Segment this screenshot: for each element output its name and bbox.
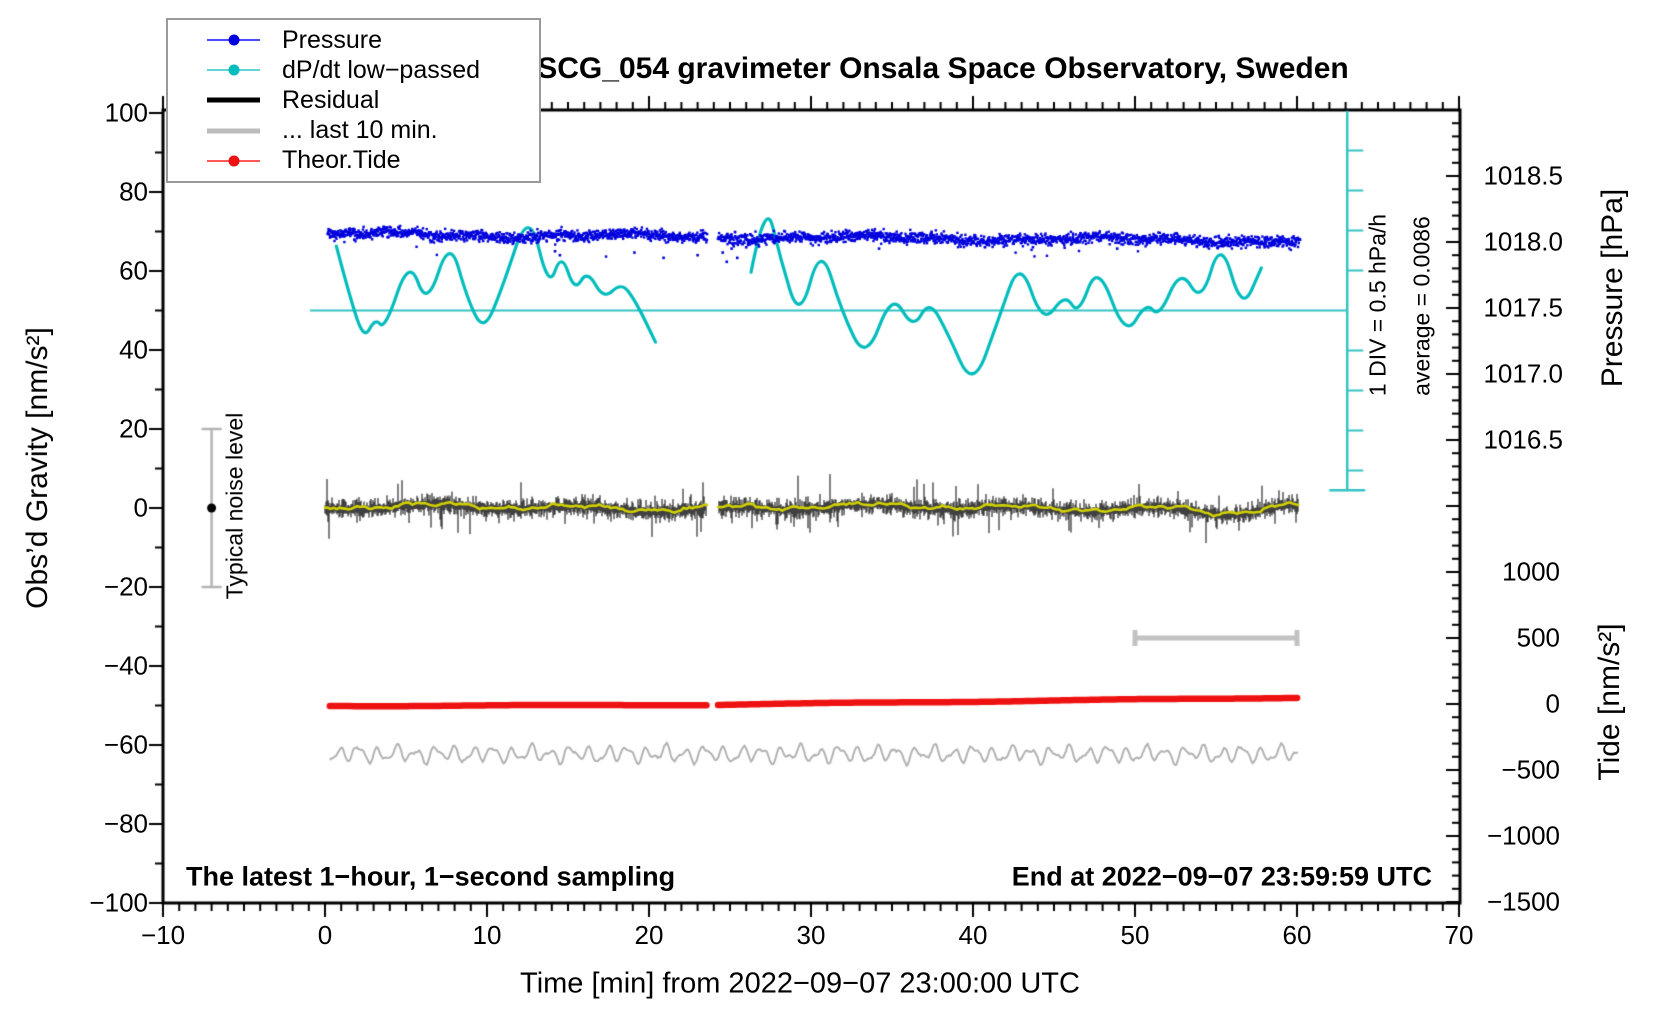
sampling-note: The latest 1−hour, 1−second sampling bbox=[186, 861, 676, 892]
gravity-tick-label: 100 bbox=[104, 97, 148, 128]
gravity-tick-label: 20 bbox=[119, 413, 148, 444]
legend-dot-marker bbox=[228, 34, 239, 46]
pressure-tick-label: 1018.0 bbox=[1483, 226, 1563, 257]
gravity-tick-label: 60 bbox=[119, 255, 148, 286]
pressure-tick-label: 1016.5 bbox=[1483, 424, 1563, 455]
tide-tick-label: −1000 bbox=[1486, 820, 1560, 851]
legend-item--last-10-min-: ... last 10 min. bbox=[168, 116, 539, 145]
legend-item-label: dP/dt low−passed bbox=[282, 55, 481, 84]
legend-item-residual: Residual bbox=[168, 86, 539, 114]
legend-dot-marker bbox=[228, 64, 239, 76]
gravity-tick-label: −80 bbox=[103, 808, 148, 839]
legend-line-sample bbox=[207, 149, 260, 173]
x-tick-label: 70 bbox=[1444, 920, 1474, 950]
tide-tick-label: −1500 bbox=[1486, 886, 1560, 917]
plot-legend: Pressure dP/dt low−passed Residual... last… bbox=[166, 18, 541, 183]
gravity-tick-label: 0 bbox=[133, 492, 148, 523]
gravity-tick-label: 40 bbox=[119, 334, 148, 365]
gravity-axis-title: Obs’d Gravity [nm/s²] bbox=[21, 327, 54, 609]
x-tick-label: −10 bbox=[140, 920, 186, 950]
div-scale-annotation: 1 DIV = 0.5 hPa/h bbox=[1364, 213, 1391, 397]
gravity-tick-label: 80 bbox=[119, 176, 148, 207]
legend-item-theor-tide: Theor.Tide bbox=[168, 146, 539, 175]
x-tick-label: 0 bbox=[317, 920, 333, 950]
pressure-tick-label: 1018.5 bbox=[1483, 160, 1563, 191]
legend-item-label: Pressure bbox=[282, 25, 383, 54]
legend-dot-marker bbox=[228, 155, 239, 167]
x-tick-label: 40 bbox=[958, 920, 988, 950]
x-tick-label: 60 bbox=[1282, 920, 1312, 950]
tide-tick-label: 0 bbox=[1545, 688, 1560, 719]
legend-line-sample bbox=[207, 28, 260, 52]
tide-axis-title: Tide [nm/s²] bbox=[1593, 623, 1626, 781]
legend-line-sample bbox=[207, 88, 260, 112]
legend-item-pressure: Pressure bbox=[168, 26, 539, 54]
pressure-tick-label: 1017.0 bbox=[1483, 358, 1563, 389]
x-tick-label: 50 bbox=[1120, 920, 1150, 950]
time-axis-title: Time [min] from 2022−09−07 23:00:00 UTC bbox=[520, 967, 1080, 1000]
legend-item-label: Residual bbox=[282, 85, 380, 114]
legend-line-sample bbox=[207, 119, 260, 143]
tide-tick-label: −500 bbox=[1501, 754, 1560, 785]
end-time-note: End at 2022−09−07 23:59:59 UTC bbox=[1011, 861, 1432, 892]
x-tick-label: 10 bbox=[472, 920, 502, 950]
legend-item-dp-dt-low-passed: dP/dt low−passed bbox=[168, 56, 539, 84]
noise-level-annotation: Typical noise level bbox=[221, 412, 248, 600]
pressure-axis-title: Pressure [hPa] bbox=[1596, 188, 1629, 388]
gravity-tick-label: −20 bbox=[103, 571, 148, 602]
gravity-tick-label: −40 bbox=[103, 650, 148, 681]
gravity-tick-label: −60 bbox=[103, 729, 148, 760]
legend-item-label: ... last 10 min. bbox=[282, 116, 438, 145]
gravity-tick-label: −100 bbox=[89, 887, 148, 918]
legend-line-sample bbox=[207, 58, 260, 82]
x-tick-label: 30 bbox=[796, 920, 826, 950]
pressure-tick-label: 1017.5 bbox=[1483, 292, 1563, 323]
tide-tick-label: 1000 bbox=[1502, 556, 1560, 587]
x-tick-label: 20 bbox=[634, 920, 664, 950]
average-annotation: average = 0.0086 bbox=[1408, 216, 1435, 396]
chart-title: SCG_054 gravimeter Onsala Space Observat… bbox=[537, 52, 1349, 85]
legend-item-label: Theor.Tide bbox=[282, 146, 401, 175]
tide-tick-label: 500 bbox=[1516, 622, 1560, 653]
